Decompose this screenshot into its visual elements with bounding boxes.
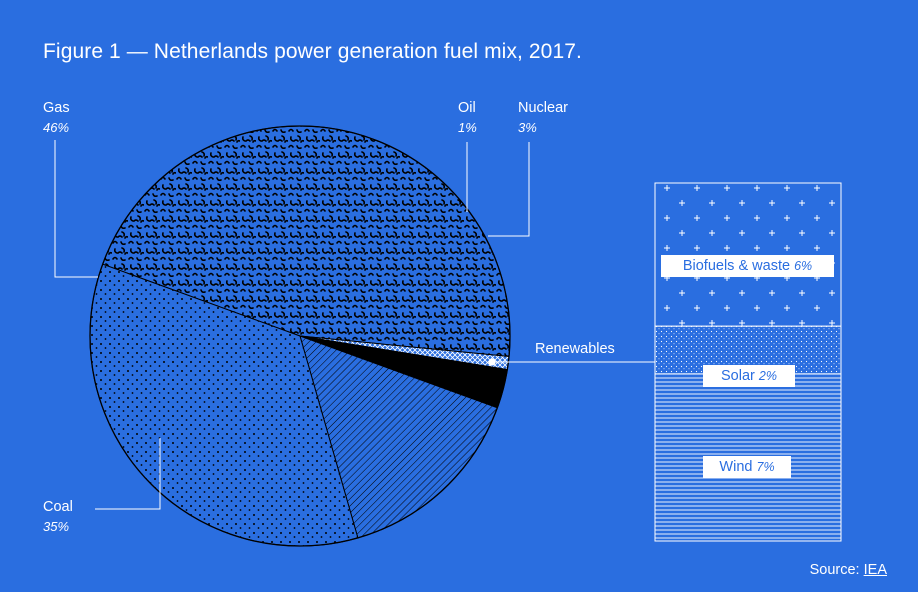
label-renewables: Renewables [535,340,615,359]
label-solar: Solar 2% [703,365,795,387]
source-prefix: Source: [809,562,860,578]
breakdown-segment-biofuels-waste [654,182,842,327]
label-oil-name: Oil [458,100,476,116]
label-renewables-name: Renewables [535,341,615,357]
label-nuclear: Nuclear 3% [518,99,568,137]
label-biofuels-pct: 6% [794,259,813,273]
label-wind: Wind 7% [703,456,791,478]
label-oil-pct: 1% [458,120,477,135]
label-gas-pct: 46% [43,120,70,135]
label-coal-name: Coal [43,499,73,515]
label-coal-pct: 35% [43,519,70,534]
pie-outline [89,125,511,547]
leader-dot-renewables [488,358,496,366]
label-gas-name: Gas [43,100,70,116]
label-wind-name: Wind [719,459,753,475]
label-solar-name: Solar [721,368,755,384]
label-biofuels-name: Biofuels & waste [682,258,791,274]
leader-line-gas [54,140,98,278]
leader-line-coal [95,438,161,510]
leader-line-nuclear [488,142,530,237]
label-gas: Gas 46% [43,99,70,137]
label-nuclear-pct: 3% [518,120,537,135]
label-coal: Coal 35% [43,498,73,536]
label-biofuels: Biofuels & waste 6% [661,255,834,277]
label-solar-pct: 2% [758,369,777,383]
label-oil: Oil 1% [458,99,477,137]
source-note: Source: IEA [810,562,887,578]
chart-title: Figure 1 — Netherlands power generation … [43,40,582,63]
label-wind-pct: 7% [756,460,775,474]
source-link[interactable]: IEA [863,562,887,578]
label-nuclear-name: Nuclear [518,100,568,116]
